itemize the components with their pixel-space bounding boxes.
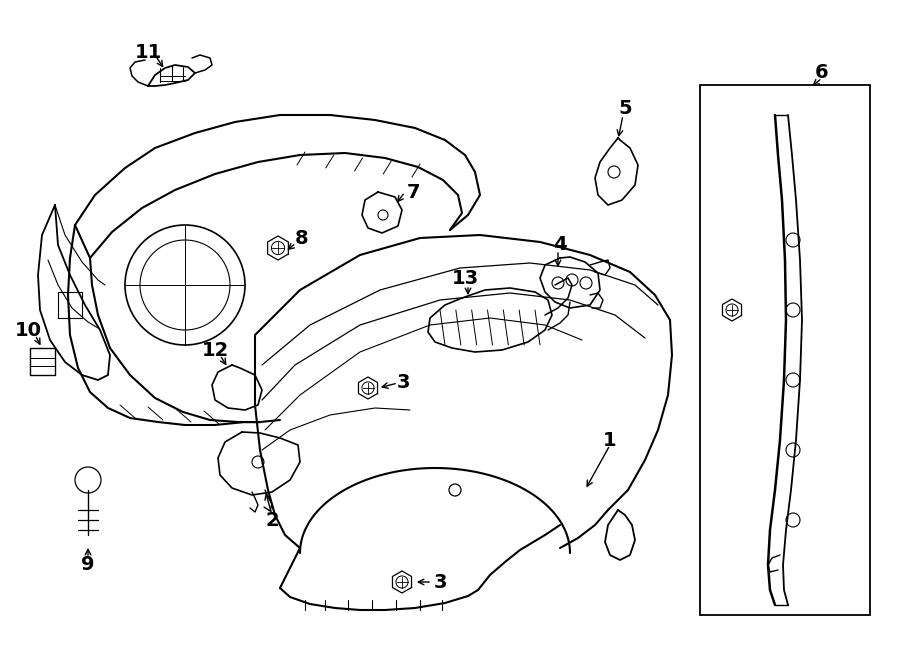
Text: 10: 10: [14, 321, 41, 340]
Text: 13: 13: [452, 268, 479, 288]
Text: 3: 3: [396, 373, 410, 393]
Text: 4: 4: [554, 235, 567, 254]
Text: 7: 7: [406, 182, 419, 202]
Text: 6: 6: [815, 63, 829, 81]
Text: 11: 11: [134, 42, 162, 61]
Text: 2: 2: [266, 510, 279, 529]
Bar: [700, 85, 870, 615]
Text: 3: 3: [433, 572, 446, 592]
Text: 9: 9: [81, 555, 94, 574]
Text: 12: 12: [202, 340, 229, 360]
Text: 1: 1: [603, 430, 616, 449]
Text: 5: 5: [618, 98, 632, 118]
Text: 8: 8: [295, 229, 309, 247]
